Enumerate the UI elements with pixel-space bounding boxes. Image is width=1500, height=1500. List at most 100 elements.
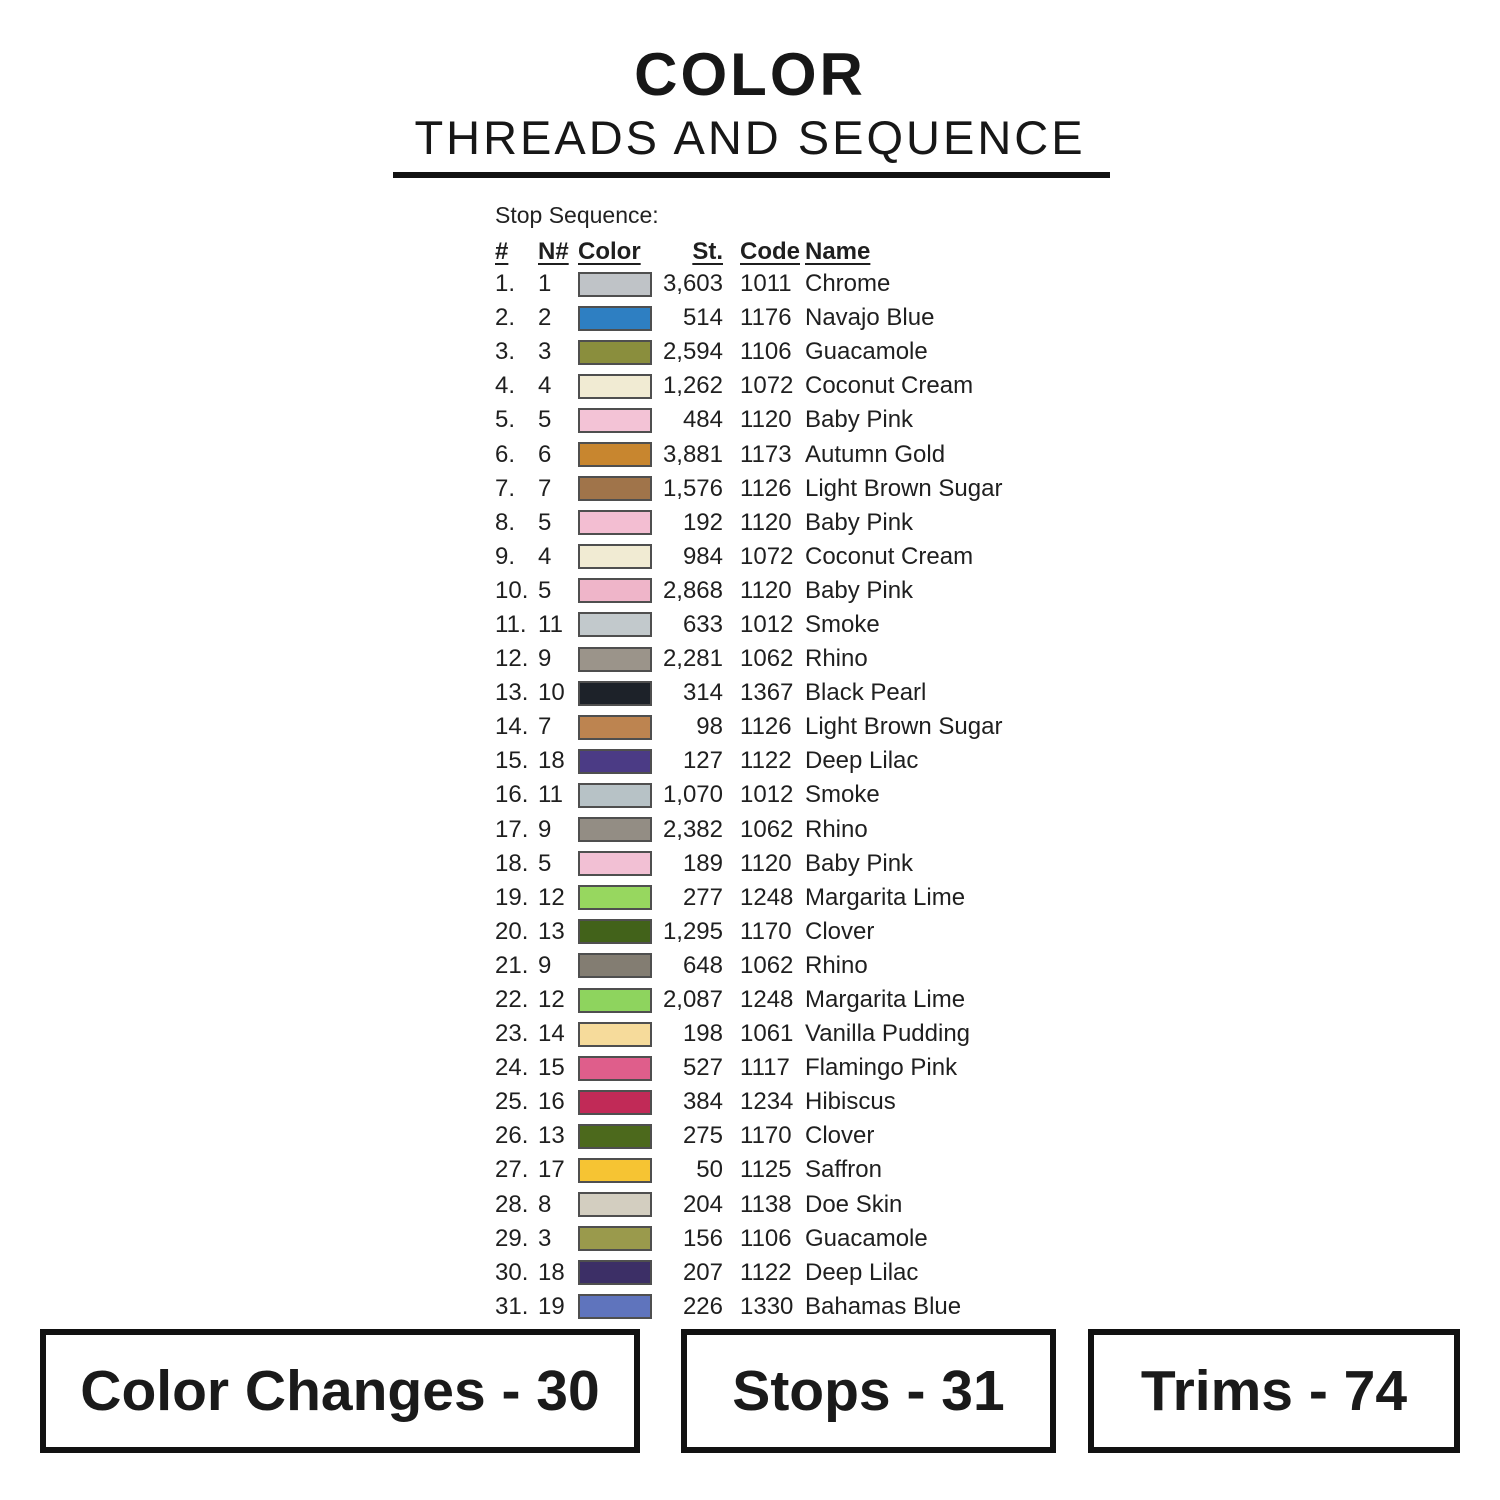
needle-number: 3 bbox=[538, 338, 552, 366]
color-swatch bbox=[578, 407, 652, 433]
thread-code: 1122 bbox=[740, 747, 792, 775]
thread-code: 1062 bbox=[740, 951, 794, 979]
thread-name: Doe Skin bbox=[805, 1190, 903, 1218]
needle-number: 7 bbox=[538, 713, 552, 741]
thread-code: 1011 bbox=[740, 270, 792, 298]
row-number: 26. bbox=[495, 1122, 529, 1150]
table-row: 31. 19 226 1330 Bahamas Blue bbox=[495, 1290, 1055, 1324]
thread-code: 1106 bbox=[740, 338, 792, 366]
stitch-count: 2,087 bbox=[662, 986, 723, 1014]
row-number: 23. bbox=[495, 1020, 529, 1048]
needle-number: 11 bbox=[538, 610, 563, 638]
color-swatch bbox=[578, 1123, 652, 1149]
row-number: 2. bbox=[495, 304, 516, 332]
color-swatch bbox=[578, 1226, 652, 1252]
needle-number: 5 bbox=[538, 508, 552, 536]
thread-code: 1120 bbox=[740, 849, 792, 877]
color-swatch bbox=[578, 748, 652, 774]
table-row: 23. 14 198 1061 Vanilla Pudding bbox=[495, 1017, 1055, 1051]
table-row: 21. 9 648 1062 Rhino bbox=[495, 949, 1055, 983]
thread-name: Coconut Cream bbox=[805, 372, 974, 400]
row-number: 5. bbox=[495, 406, 516, 434]
thread-name: Baby Pink bbox=[805, 849, 914, 877]
thread-code: 1125 bbox=[740, 1156, 792, 1184]
stitch-count: 1,262 bbox=[662, 372, 723, 400]
needle-number: 13 bbox=[538, 917, 565, 945]
color-swatch bbox=[578, 1055, 652, 1081]
color-swatch bbox=[578, 817, 652, 843]
thread-code: 1106 bbox=[740, 1224, 792, 1252]
thread-name: Deep Lilac bbox=[805, 1258, 919, 1286]
needle-number: 12 bbox=[538, 986, 565, 1014]
color-swatch bbox=[578, 851, 652, 877]
thread-name: Autumn Gold bbox=[805, 440, 946, 468]
table-row: 8. 5 192 1120 Baby Pink bbox=[495, 506, 1055, 540]
table-row: 20. 13 1,295 1170 Clover bbox=[495, 915, 1055, 949]
page-title: COLOR bbox=[634, 41, 866, 108]
table-row: 19. 12 277 1248 Margarita Lime bbox=[495, 881, 1055, 915]
thread-name: Vanilla Pudding bbox=[805, 1020, 971, 1048]
stitch-count: 156 bbox=[682, 1224, 723, 1252]
stops-box: Stops - 31 bbox=[681, 1329, 1056, 1453]
table-row: 27. 17 50 1125 Saffron bbox=[495, 1153, 1055, 1187]
thread-name: Flamingo Pink bbox=[805, 1054, 958, 1082]
page-subtitle: THREADS AND SEQUENCE bbox=[414, 111, 1086, 164]
needle-number: 4 bbox=[538, 372, 552, 400]
stitch-count: 2,594 bbox=[662, 338, 723, 366]
color-swatch bbox=[578, 782, 652, 808]
column-header-number: # bbox=[495, 237, 509, 265]
needle-number: 9 bbox=[538, 815, 552, 843]
table-row: 6. 6 3,881 1173 Autumn Gold bbox=[495, 437, 1055, 471]
table-row: 2. 2 514 1176 Navajo Blue bbox=[495, 301, 1055, 335]
stitch-count: 1,070 bbox=[662, 781, 723, 809]
stitch-count: 384 bbox=[682, 1088, 723, 1116]
stitch-count: 275 bbox=[682, 1122, 723, 1150]
table-row: 13. 10 314 1367 Black Pearl bbox=[495, 676, 1055, 710]
row-number: 20. bbox=[495, 917, 529, 945]
thread-name: Clover bbox=[805, 917, 875, 945]
thread-code: 1120 bbox=[740, 576, 792, 604]
thread-code: 1120 bbox=[740, 508, 792, 536]
thread-name: Bahamas Blue bbox=[805, 1292, 962, 1320]
table-row: 25. 16 384 1234 Hibiscus bbox=[495, 1085, 1055, 1119]
table-row: 10. 5 2,868 1120 Baby Pink bbox=[495, 574, 1055, 608]
thread-name: Chrome bbox=[805, 270, 891, 298]
table-row: 22. 12 2,087 1248 Margarita Lime bbox=[495, 983, 1055, 1017]
table-row: 11. 11 633 1012 Smoke bbox=[495, 608, 1055, 642]
table-row: 24. 15 527 1117 Flamingo Pink bbox=[495, 1051, 1055, 1085]
row-number: 31. bbox=[495, 1292, 529, 1320]
thread-name: Saffron bbox=[805, 1156, 882, 1184]
color-swatch bbox=[578, 1089, 652, 1115]
row-number: 10. bbox=[495, 576, 529, 604]
stitch-count: 2,868 bbox=[662, 576, 723, 604]
color-swatch bbox=[578, 680, 652, 706]
stitch-count: 633 bbox=[682, 610, 723, 638]
color-swatch bbox=[578, 1260, 652, 1286]
color-swatch bbox=[578, 544, 652, 570]
thread-code: 1248 bbox=[740, 986, 794, 1014]
thread-code: 1061 bbox=[740, 1020, 794, 1048]
thread-code: 1072 bbox=[740, 372, 794, 400]
stitch-count: 1,295 bbox=[662, 917, 723, 945]
row-number: 17. bbox=[495, 815, 529, 843]
thread-name: Black Pearl bbox=[805, 679, 927, 707]
row-number: 4. bbox=[495, 372, 516, 400]
row-number: 13. bbox=[495, 679, 529, 707]
color-changes-box: Color Changes - 30 bbox=[40, 1329, 640, 1453]
thread-code: 1330 bbox=[740, 1292, 794, 1320]
stitch-count: 189 bbox=[682, 849, 723, 877]
color-swatch bbox=[578, 510, 652, 536]
thread-code: 1062 bbox=[740, 645, 794, 673]
thread-name: Rhino bbox=[805, 815, 868, 843]
needle-number: 18 bbox=[538, 1258, 565, 1286]
color-swatch bbox=[578, 442, 652, 468]
color-swatch bbox=[578, 339, 652, 365]
row-number: 8. bbox=[495, 508, 516, 536]
stitch-count: 277 bbox=[682, 883, 723, 911]
needle-number: 18 bbox=[538, 747, 565, 775]
row-number: 9. bbox=[495, 542, 516, 570]
row-number: 27. bbox=[495, 1156, 529, 1184]
stop-sequence-label: Stop Sequence: bbox=[495, 202, 659, 228]
stitch-count: 50 bbox=[696, 1156, 723, 1184]
